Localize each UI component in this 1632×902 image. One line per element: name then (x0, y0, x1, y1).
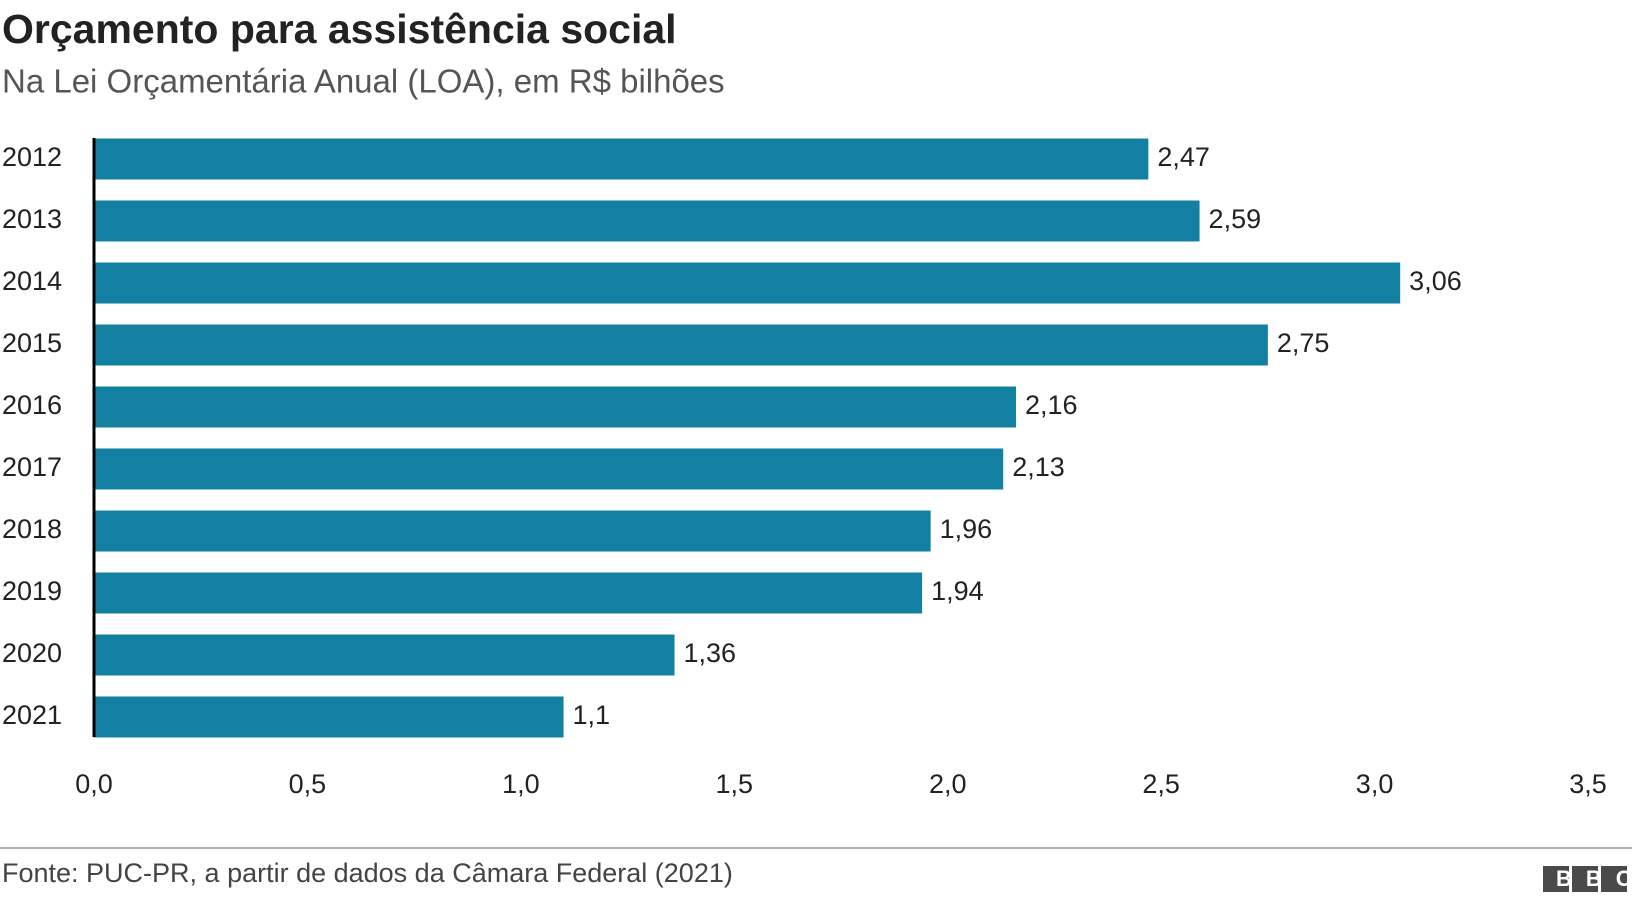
y-tick-label: 2017 (2, 452, 62, 482)
bar (94, 696, 564, 738)
chart-title: Orçamento para assistência social (2, 6, 677, 52)
chart-subtitle: Na Lei Orçamentária Anual (LOA), em R$ b… (2, 63, 725, 100)
logo (1543, 866, 1627, 892)
bar (94, 448, 1004, 490)
y-tick-label: 2014 (2, 266, 62, 296)
y-tick-label: 2018 (2, 514, 62, 544)
bar (94, 138, 1149, 180)
bar (94, 324, 1268, 366)
x-tick-label: 3,5 (1569, 769, 1607, 799)
value-label: 3,06 (1409, 266, 1462, 296)
y-tick-label: 2021 (2, 700, 62, 730)
y-tick-label: 2019 (2, 576, 62, 606)
x-tick-label: 1,5 (716, 769, 754, 799)
x-tick-label: 1,0 (502, 769, 540, 799)
value-label: 2,47 (1157, 142, 1210, 172)
value-label: 1,1 (573, 700, 611, 730)
y-tick-label: 2012 (2, 142, 62, 172)
value-label: 2,16 (1025, 390, 1078, 420)
x-tick-label: 2,0 (929, 769, 967, 799)
source: Fonte: PUC-PR, a partir de dados da Câma… (2, 858, 733, 888)
bar (94, 262, 1401, 304)
x-tick-label: 3,0 (1356, 769, 1394, 799)
y-tick-label: 2015 (2, 328, 62, 358)
value-label: 1,96 (940, 514, 993, 544)
bar (94, 634, 675, 676)
bar (94, 200, 1200, 242)
x-tick-label: 2,5 (1142, 769, 1180, 799)
value-label: 1,94 (931, 576, 984, 606)
y-tick-label: 2016 (2, 390, 62, 420)
bar (94, 572, 923, 614)
x-tick-label: 0,5 (289, 769, 327, 799)
y-tick-label: 2013 (2, 204, 62, 234)
logo-text: BBC (1556, 866, 1632, 891)
value-label: 1,36 (684, 638, 737, 668)
value-label: 2,59 (1209, 204, 1262, 234)
x-tick-label: 0,0 (75, 769, 113, 799)
value-label: 2,13 (1012, 452, 1065, 482)
bar (94, 386, 1017, 428)
value-label: 2,75 (1277, 328, 1330, 358)
y-tick-label: 2020 (2, 638, 62, 668)
bar (94, 510, 931, 552)
